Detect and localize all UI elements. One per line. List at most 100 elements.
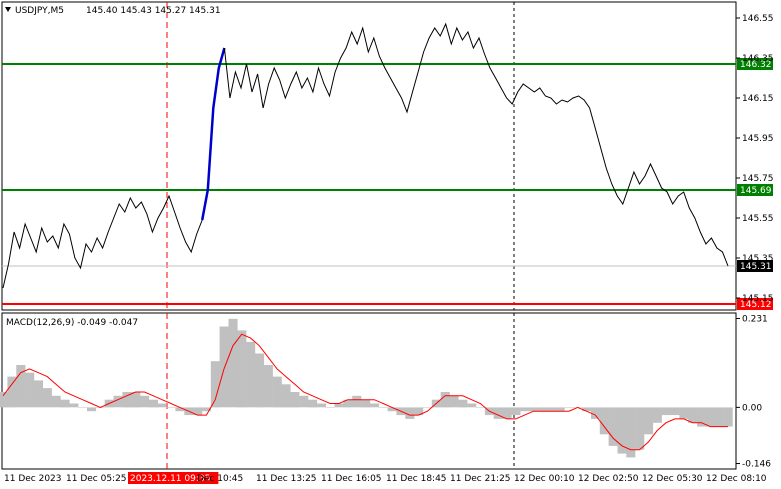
macd-histogram-bar [405,407,415,419]
macd-histogram-bar [255,353,265,408]
macd-histogram-bar [644,407,654,435]
macd-histogram-bar [555,407,565,412]
y-tick-label: 146.35 [742,54,774,64]
macd-histogram-bar [546,407,556,412]
macd-histogram-bar [361,399,371,408]
x-label-highlight [128,472,219,484]
macd-histogram-bar [272,376,282,408]
macd-histogram-bar [78,407,88,408]
impulse-line [200,47,226,221]
macd-histogram-bar [316,403,326,408]
macd-histogram-bar [423,407,433,408]
macd-histogram-bar [299,395,309,408]
macd-panel-frame [1,312,737,470]
macd-histogram-bar [582,407,592,412]
current-price-label: 145.31 [740,262,772,272]
macd-histogram-bar [476,407,486,408]
macd-histogram-bar [502,407,512,419]
price-levels: 146.32 145.69 145.12 145.31 [2,58,773,310]
macd-histogram-bar [166,407,176,408]
macd-histogram-bar [688,407,698,423]
macd-histogram-bar [25,372,35,408]
macd-histogram-bar [33,380,43,408]
x-tick-label: 11 Dec 13:25 [256,474,317,484]
level-label: 145.69 [740,186,772,196]
macd-histogram-bar [467,403,477,408]
macd-histogram-bar [626,407,636,458]
ohlc-values: 145.40 145.43 145.27 145.31 [86,6,221,16]
price-series [2,22,729,289]
time-x-axis: 11 Dec 2023 11 Dec 05:25 2023.12.11 09:35D… [4,472,767,484]
macd-histogram-bar [201,407,211,412]
level-label: 145.12 [740,300,772,310]
x-tick-label: Dec 10:45 [197,474,243,484]
macd-histogram-bar [228,318,238,408]
macd-histogram-bar [69,403,79,408]
macd-histogram-bar [7,376,17,408]
y-tick-label: 145.15 [742,294,774,304]
price-line [223,22,729,267]
macd-histogram-bar [414,407,424,416]
macd-histogram-bar [714,407,724,427]
x-tick-label: 11 Dec 2023 [4,474,62,484]
x-tick-label: 11 Dec 21:25 [450,474,511,484]
price-y-axis: 146.55 146.35 146.15 145.95 145.75 145.55 145.… [736,14,774,304]
level-badge [737,58,773,70]
macd-histogram-bar [308,399,318,408]
x-tick-label: 12 Dec 05:30 [642,474,703,484]
x-tick-label: 12 Dec 00:10 [514,474,575,484]
macd-histogram-bar [723,407,733,427]
macd-histogram-bar [608,407,618,446]
macd-histogram-bar [661,407,671,416]
level-badge [737,298,773,310]
level-label: 146.32 [740,60,772,70]
macd-histogram-bar [591,407,601,419]
macd-histogram-bar [113,395,123,408]
level-badge [737,184,773,196]
macd-histogram-bar [529,407,539,412]
macd-histogram-bar [520,407,530,412]
macd-histogram-bar [387,407,397,412]
y-tick-label: 145.75 [742,174,774,184]
y-tick-label: 0.231 [742,314,768,324]
dropdown-arrow-icon[interactable] [5,7,11,12]
macd-histogram-bar [140,395,150,408]
macd-histogram-bar [0,392,8,408]
macd-histogram-bar [334,403,344,408]
price-line [2,194,203,289]
macd-histogram-bar [537,407,547,412]
macd-histogram-bar [679,407,689,419]
macd-y-axis: 0.231 0.00 -0.146 [736,314,771,470]
y-tick-label: 145.95 [742,134,774,144]
macd-histogram-bar [599,407,609,435]
macd-histogram-bar [325,407,335,408]
macd-histogram-bar [343,399,353,408]
macd-histogram-bar [369,403,379,408]
macd-histogram-bar [263,365,273,408]
macd-histogram-bar [246,341,256,408]
symbol-label: USDJPY,M5 [15,6,64,16]
y-tick-label: 146.55 [742,14,774,24]
x-tick-label: 11 Dec 18:45 [386,474,447,484]
y-tick-label: 146.15 [742,94,774,104]
macd-histogram-bar [493,407,503,419]
macd-histogram-bar [42,388,52,408]
macd-histogram-bar [352,395,362,408]
macd-histogram-bar [148,399,158,408]
macd-histogram-bar [281,384,291,408]
macd-histogram-bar [635,407,645,450]
macd-histogram-bar [16,365,26,408]
macd-histogram-bar [60,399,70,408]
x-tick-label: 11 Dec 16:05 [321,474,382,484]
y-tick-label: -0.146 [742,460,771,470]
macd-histogram-bar [219,326,229,408]
macd-histogram-bar [193,407,203,416]
macd-histogram-bar [51,395,61,408]
macd-signal-line [2,333,728,451]
macd-histogram-bar [87,407,97,412]
macd-series [0,318,733,458]
macd-histogram-bar [511,407,521,416]
macd-histogram-bar [378,407,388,408]
